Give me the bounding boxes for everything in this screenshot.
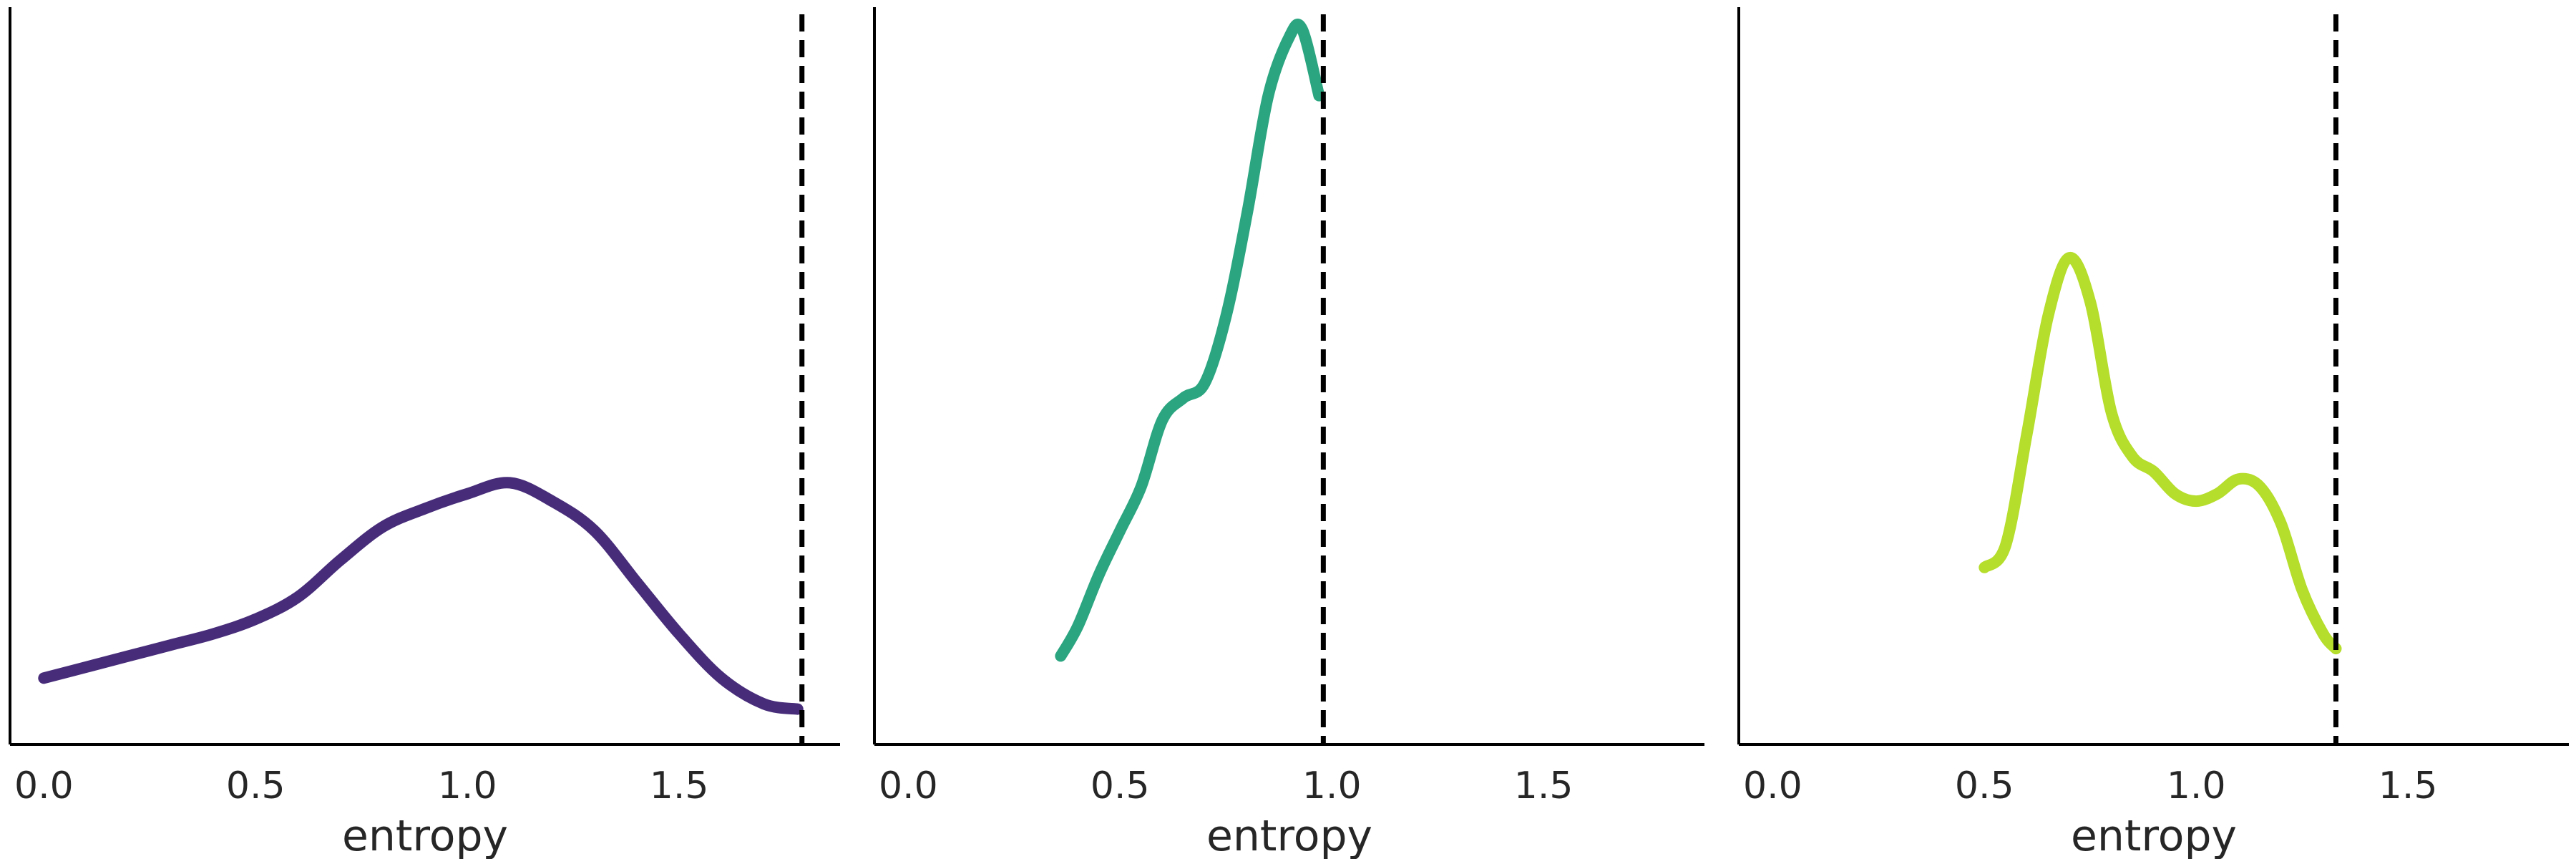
panel-2: 0.0 0.5 1.0 1.5 entropy: [873, 7, 1704, 859]
panel-1: 0.0 0.5 1.0 1.5 entropy: [9, 7, 840, 859]
x-tick-label: 1.5: [1514, 765, 1574, 807]
x-axis-label: entropy: [2071, 811, 2237, 859]
x-tick-label: 0.5: [226, 765, 286, 807]
x-tick-label: 0.5: [1955, 765, 2014, 807]
density-curve: [38, 477, 804, 715]
x-tick-label: 1.0: [2167, 765, 2226, 807]
x-axis-label: entropy: [1206, 811, 1372, 859]
x-tick-label: 0.0: [14, 765, 74, 807]
x-axis-label: entropy: [342, 811, 508, 859]
density-curve: [1055, 19, 1325, 662]
x-tick-label: 1.5: [2379, 765, 2438, 807]
x-tick-label: 0.0: [879, 765, 938, 807]
x-tick-label: 0.0: [1743, 765, 1802, 807]
x-tick-label: 1.0: [1302, 765, 1362, 807]
x-tick-label: 1.0: [438, 765, 497, 807]
x-tick-label: 1.5: [650, 765, 709, 807]
panel-3: 0.0 0.5 1.0 1.5 entropy: [1737, 7, 2569, 859]
density-curve: [1979, 252, 2342, 655]
x-tick-label: 0.5: [1091, 765, 1150, 807]
